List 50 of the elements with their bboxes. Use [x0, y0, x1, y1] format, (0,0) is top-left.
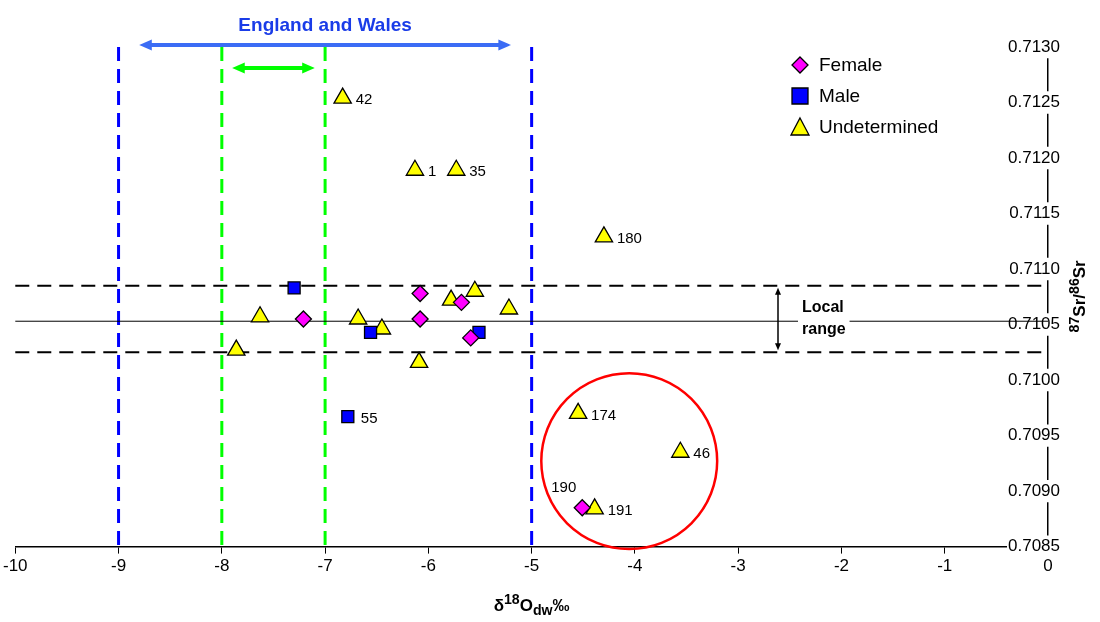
annotation: 180	[616, 228, 642, 246]
x-tick-label: -4	[627, 556, 643, 576]
annotation: 190	[551, 477, 577, 495]
point	[499, 298, 519, 315]
text: England and Wales	[238, 13, 412, 35]
x-tick-label: -2	[833, 556, 850, 576]
annotation: 55	[360, 408, 378, 426]
x-axis-title: δ$^{18}$O$_{dw}$‰	[493, 590, 570, 618]
point	[452, 293, 471, 311]
point	[409, 351, 429, 368]
y-tick-label: 0.7100	[1008, 369, 1060, 389]
y-tick-label: 0.7125	[1008, 92, 1060, 112]
point	[465, 280, 485, 297]
annotation: 35	[469, 162, 486, 180]
annotation: 174	[591, 405, 617, 423]
x-tick-label: -6	[420, 556, 436, 576]
x-tick-label: -8	[214, 556, 230, 576]
x-tick-label: -5	[524, 556, 540, 576]
y-tick-label: 0.7115	[1009, 203, 1060, 223]
point	[568, 402, 588, 420]
y-tick-label: 0.7130	[1008, 36, 1060, 56]
x-tick-label: -7	[317, 556, 333, 576]
y-tick-label: 0.7090	[1008, 480, 1060, 500]
x-tick-label: -9	[110, 556, 127, 576]
point	[363, 325, 378, 339]
legend-label: Undetermined	[819, 115, 939, 138]
annotation: 1	[427, 162, 437, 180]
annotation: 191	[607, 500, 633, 518]
annotation: 42	[355, 90, 373, 108]
point	[226, 339, 246, 356]
point	[250, 306, 270, 323]
x-tick-label: -1	[937, 556, 953, 576]
y-tick-label: 0.7095	[1008, 425, 1060, 445]
x-tick-label: -3	[730, 556, 746, 576]
point	[585, 498, 604, 515]
point	[348, 308, 368, 325]
y-tick-label: 0.7110	[1009, 258, 1060, 278]
point	[671, 441, 690, 458]
x-tick-label: -10	[3, 556, 28, 576]
y-tick-label: 0.7085	[1008, 536, 1060, 556]
annotation: Local range	[802, 298, 846, 338]
point	[333, 87, 352, 104]
annotation: 46	[693, 444, 711, 462]
point	[446, 159, 466, 176]
x-tick-label: 0	[1043, 556, 1053, 576]
y-tick-label: 0.7120	[1008, 147, 1060, 167]
point	[594, 226, 614, 243]
legend-label: Female	[819, 53, 883, 76]
point	[405, 159, 425, 176]
legend-label: Male	[819, 84, 861, 107]
